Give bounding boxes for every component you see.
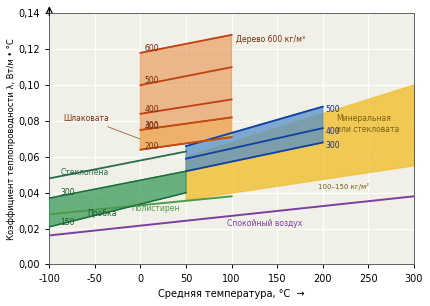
Text: Дерево 600 кг/м³: Дерево 600 кг/м³ — [236, 35, 305, 44]
Text: Стеклопена: Стеклопена — [60, 168, 108, 177]
Text: 300: 300 — [60, 188, 75, 196]
Text: 400: 400 — [144, 122, 159, 131]
Text: 400: 400 — [326, 127, 340, 136]
Text: 500: 500 — [144, 76, 159, 85]
Polygon shape — [141, 35, 232, 150]
Text: 500: 500 — [326, 105, 340, 114]
Polygon shape — [49, 171, 186, 227]
Text: Шлаковата: Шлаковата — [63, 114, 140, 139]
Text: 200: 200 — [144, 142, 159, 151]
X-axis label: Средняя температура, °C  →: Средняя температура, °C → — [158, 289, 305, 299]
Text: Минеральная
или стекловата: Минеральная или стекловата — [336, 114, 399, 134]
Text: 300: 300 — [326, 141, 340, 150]
Polygon shape — [186, 85, 414, 200]
Text: Пробка: Пробка — [88, 209, 117, 218]
Text: Спокойный воздух: Спокойный воздух — [227, 219, 302, 228]
Text: 400: 400 — [144, 105, 159, 114]
Y-axis label: Коэффициент теплопроводности λ, Вт/м • °С: Коэффициент теплопроводности λ, Вт/м • °… — [7, 38, 16, 240]
Text: 100–150 кг/м²: 100–150 кг/м² — [318, 183, 369, 190]
Text: 150: 150 — [60, 218, 75, 227]
Text: Полистирен: Полистирен — [132, 204, 180, 213]
Polygon shape — [186, 106, 323, 171]
Text: 300: 300 — [144, 121, 159, 130]
Text: 600: 600 — [144, 44, 159, 53]
Polygon shape — [141, 118, 232, 150]
